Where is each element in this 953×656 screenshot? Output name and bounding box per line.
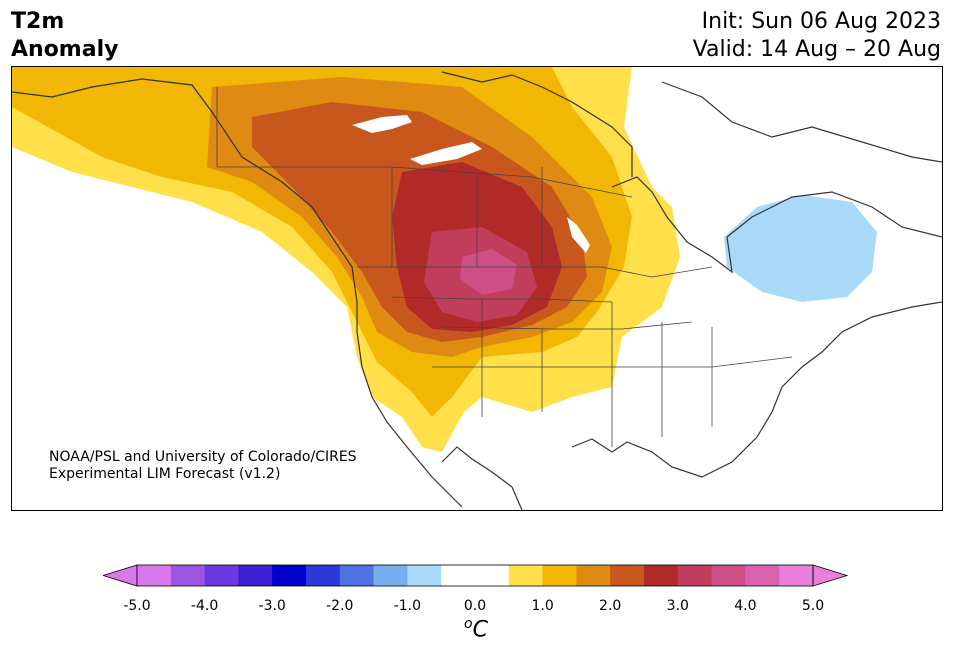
colorbar-cell (137, 565, 172, 586)
colorbar-under-arrow (103, 564, 138, 587)
colorbar-cell (339, 565, 374, 586)
anomaly-map (11, 66, 943, 511)
colorbar-unit: oC (464, 616, 488, 642)
map-title: T2m Anomaly (11, 8, 118, 64)
colorbar-cell (576, 565, 611, 586)
colorbar-ticks: -5.0 -4.0 -3.0 -2.0 -1.0 0.0 1.0 2.0 3.0 4.0 5.0 (0, 598, 953, 618)
colorbar-tick-label: 3.0 (666, 598, 689, 614)
colorbar-cell (170, 565, 205, 586)
colorbar-cell (610, 565, 645, 586)
colorbar-cell (306, 565, 341, 586)
map-canvas (12, 67, 942, 510)
colorbar-tick-label: -5.0 (123, 598, 151, 614)
title-line-2: Anomaly (11, 37, 119, 62)
colorbar-cell (677, 565, 712, 586)
colorbar-tick-label: -1.0 (393, 598, 422, 614)
great-bear-lake (410, 142, 482, 165)
colorbar-tick-label: 4.0 (734, 598, 757, 614)
political-borders (216, 87, 793, 447)
data-credit: NOAA/PSL and University of Colorado/CIRE… (49, 449, 357, 483)
forecast-dates: Init: Sun 06 Aug 2023 Valid: 14 Aug – 20… (693, 8, 941, 64)
colorbar-tick-label: 1.0 (531, 598, 554, 614)
colorbar-cell (373, 565, 408, 586)
colorbar-cell (779, 565, 814, 586)
anomaly-zone-cool-blue (724, 195, 877, 302)
colorbar-cell (272, 565, 307, 586)
init-date: Init: Sun 06 Aug 2023 (701, 9, 941, 34)
colorbar-cell (508, 565, 543, 586)
colorbar-tick-label: -3.0 (258, 598, 286, 614)
lake-winnipeg (567, 217, 590, 253)
colorbar-tick-label: 0.0 (463, 598, 487, 614)
colorbar-cell (745, 565, 780, 586)
anomaly-zone-magenta (460, 249, 517, 295)
colorbar-cell (475, 565, 510, 586)
colorbar-tick-label: -4.0 (190, 598, 219, 614)
unit-degree: o (464, 616, 473, 632)
colorbar-outline (136, 564, 814, 587)
colorbar-tick-label: 2.0 (599, 598, 622, 614)
colorbar-cells (137, 565, 814, 586)
valid-range: Valid: 14 Aug – 20 Aug (692, 37, 941, 62)
colorbar-cell (644, 565, 679, 586)
unit-letter: C (472, 617, 488, 643)
colorbar-cell (711, 565, 746, 586)
colorbar-cell (407, 565, 442, 586)
colorbar-over-arrow (812, 564, 849, 587)
colorbar-cell (542, 565, 577, 586)
colorbar-tick-label: -2.0 (326, 598, 354, 614)
coastlines (12, 71, 942, 510)
colorbar-cell (441, 565, 476, 586)
credit-line-1: NOAA/PSL and University of Colorado/CIRE… (49, 449, 357, 465)
colorbar-tick-label: 5.0 (801, 598, 825, 614)
colorbar (103, 564, 849, 587)
colorbar-cell (238, 565, 273, 586)
great-slave-lake (352, 115, 412, 133)
credit-line-2: Experimental LIM Forecast (v1.2) (49, 466, 281, 482)
colorbar-cell (204, 565, 239, 586)
title-line-1: T2m (11, 9, 65, 34)
